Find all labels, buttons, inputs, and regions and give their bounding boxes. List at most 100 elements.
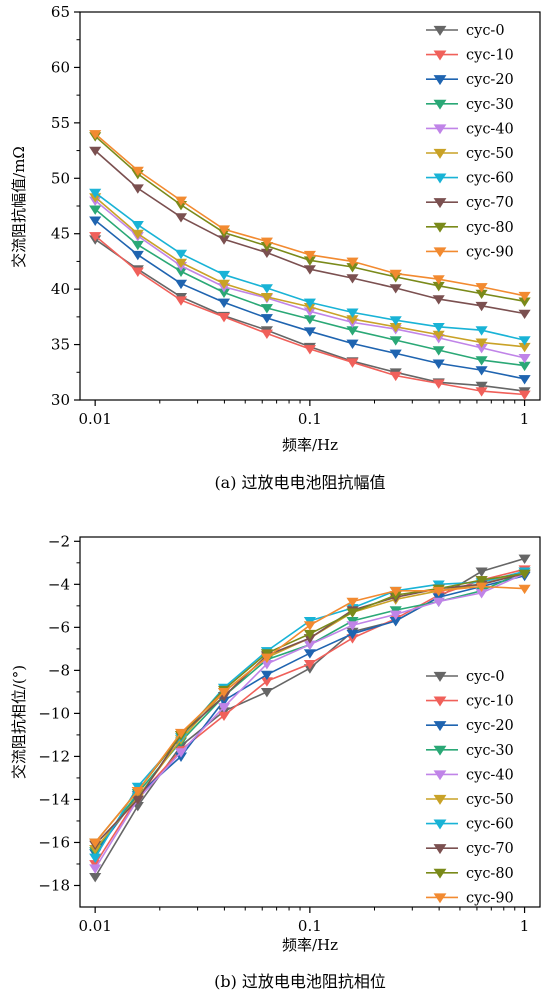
data-point-marker — [389, 610, 402, 620]
data-point-marker — [217, 298, 231, 308]
y-tick-label: −16 — [38, 833, 70, 851]
data-point-marker — [346, 608, 359, 618]
data-point-marker — [303, 649, 316, 659]
legend-label: cyc-20 — [466, 718, 514, 734]
legend-label: cyc-50 — [466, 146, 514, 162]
data-point-marker — [518, 554, 531, 565]
data-point-marker — [432, 323, 445, 333]
legend-marker — [433, 50, 447, 61]
legend-marker — [433, 844, 447, 855]
series-cyc-0 — [89, 554, 531, 883]
data-point-marker — [260, 314, 273, 324]
x-tick-label: 1 — [520, 410, 530, 428]
y-tick-label: −6 — [48, 618, 70, 636]
legend-marker — [433, 247, 447, 258]
data-point-marker — [432, 359, 445, 369]
y-tick-label: −8 — [48, 661, 70, 679]
data-point-marker — [174, 279, 188, 290]
legend-label: cyc-20 — [466, 72, 514, 88]
data-point-marker — [475, 283, 488, 293]
data-point-marker — [518, 361, 531, 372]
data-point-marker — [217, 688, 231, 698]
data-point-marker — [346, 358, 359, 368]
data-point-marker — [346, 308, 359, 318]
legend-marker — [433, 671, 447, 682]
series-line — [94, 570, 525, 852]
x-tick-label: 0.01 — [78, 410, 111, 428]
legend-label: cyc-70 — [466, 195, 514, 211]
series-cyc-60 — [89, 188, 531, 346]
series-cyc-90 — [89, 582, 531, 848]
data-point-marker — [346, 597, 359, 608]
x-tick-label: 0.1 — [298, 917, 322, 935]
data-point-marker — [518, 354, 531, 364]
legend-label: cyc-80 — [466, 866, 514, 882]
series-cyc-90 — [89, 130, 531, 302]
data-point-marker — [89, 838, 102, 848]
data-point-marker — [475, 338, 488, 348]
legend-label: cyc-40 — [466, 121, 514, 137]
data-point-marker — [432, 597, 445, 608]
series-line — [94, 557, 525, 878]
y-tick-label: 30 — [51, 391, 70, 409]
series-cyc-80 — [89, 569, 531, 848]
y-tick-label: 50 — [51, 169, 70, 187]
data-point-marker — [475, 582, 488, 592]
legend-label: cyc-50 — [466, 792, 514, 808]
series-cyc-60 — [89, 567, 531, 864]
data-point-marker — [89, 188, 102, 199]
data-point-marker — [346, 274, 359, 284]
x-tick-label: 1 — [520, 917, 530, 935]
y-tick-label: 65 — [51, 3, 70, 21]
legend: cyc-0 cyc-10 cyc-20 cyc-30 cyc-40 cyc-50 cyc-6… — [426, 669, 514, 906]
legend-marker — [433, 819, 447, 830]
x-axis-label: 频率/Hz — [282, 936, 338, 954]
legend-marker — [433, 770, 447, 781]
series-cyc-10 — [89, 232, 531, 400]
data-point-marker — [518, 569, 531, 580]
legend-marker — [433, 198, 447, 209]
legend-marker — [433, 124, 447, 135]
data-point-marker — [131, 240, 144, 251]
legend-label: cyc-30 — [466, 97, 514, 113]
data-point-marker — [389, 316, 402, 326]
legend: cyc-0 cyc-10 cyc-20 cyc-30 cyc-40 cyc-50 cyc-6… — [426, 23, 514, 260]
data-point-marker — [260, 670, 273, 681]
series-cyc-50 — [89, 567, 531, 855]
data-point-marker — [518, 375, 531, 385]
data-point-marker — [389, 586, 402, 597]
data-point-marker — [303, 250, 316, 261]
data-point-marker — [475, 366, 488, 376]
data-point-marker — [475, 356, 488, 366]
y-tick-label: 35 — [51, 336, 70, 354]
series-cyc-10 — [89, 565, 531, 870]
data-point-marker — [260, 237, 273, 247]
series-cyc-70 — [89, 146, 531, 320]
legend-label: cyc-40 — [466, 767, 514, 783]
series-cyc-20 — [89, 216, 531, 385]
y-tick-label: −12 — [38, 747, 70, 765]
x-axis-label: 频率/Hz — [282, 436, 338, 454]
data-point-marker — [217, 225, 231, 235]
data-point-marker — [518, 390, 531, 400]
y-axis-label: 交流阻抗幅值/mΩ — [10, 146, 28, 268]
data-point-marker — [432, 379, 445, 389]
data-point-marker — [475, 567, 488, 577]
data-point-marker — [389, 371, 402, 382]
data-point-marker — [432, 346, 445, 356]
data-point-marker — [260, 284, 273, 294]
legend-marker — [433, 721, 447, 732]
series-line — [94, 570, 525, 858]
data-point-marker — [131, 166, 144, 177]
series-line — [94, 572, 525, 844]
legend-label: cyc-30 — [466, 743, 514, 759]
data-point-marker — [89, 853, 102, 864]
series-line — [94, 572, 525, 846]
data-point-marker — [303, 298, 316, 308]
x-tick-label: 0.1 — [298, 410, 322, 428]
y-tick-label: 40 — [51, 280, 70, 298]
data-point-marker — [89, 864, 102, 874]
x-tick-label: 0.01 — [78, 917, 111, 935]
data-point-marker — [432, 295, 445, 305]
